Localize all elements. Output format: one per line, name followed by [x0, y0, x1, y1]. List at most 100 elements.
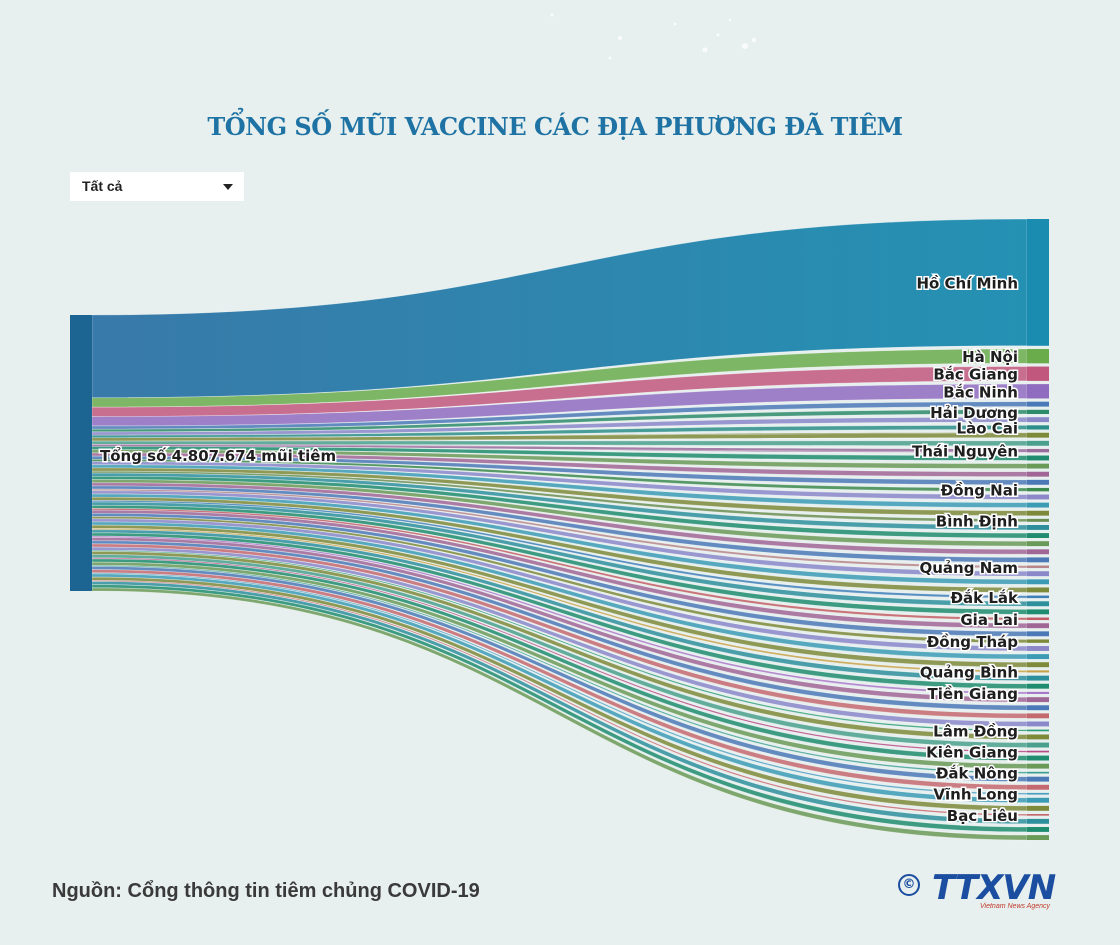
target-node[interactable]: [1027, 713, 1049, 719]
flow-link[interactable]: [91, 452, 1028, 477]
target-node[interactable]: [1027, 510, 1049, 516]
flow-link[interactable]: [91, 581, 1028, 825]
target-node[interactable]: [1027, 784, 1049, 790]
target-node[interactable]: [1027, 549, 1049, 555]
target-node[interactable]: [1027, 763, 1049, 769]
target-node[interactable]: [1027, 691, 1049, 694]
target-node[interactable]: [1027, 631, 1049, 637]
chevron-down-icon[interactable]: [223, 184, 233, 190]
target-node[interactable]: [1027, 417, 1049, 423]
flow-link[interactable]: [91, 500, 1028, 599]
target-node[interactable]: [1027, 425, 1049, 430]
target-node[interactable]: [1027, 455, 1049, 461]
target-node[interactable]: [1027, 797, 1049, 803]
region-filter-dropdown[interactable]: Tất cả: [70, 172, 244, 201]
flow-link[interactable]: [91, 543, 1028, 719]
target-node[interactable]: [1027, 826, 1049, 832]
target-node[interactable]: [1027, 533, 1049, 539]
target-node[interactable]: [1027, 623, 1049, 629]
flow-link[interactable]: [91, 579, 1028, 816]
target-node[interactable]: [1027, 401, 1049, 407]
flow-link[interactable]: [91, 366, 1028, 417]
target-node[interactable]: [1027, 525, 1049, 530]
target-node[interactable]: [1027, 409, 1049, 415]
flow-link[interactable]: [91, 440, 1028, 447]
flow-link[interactable]: [91, 546, 1028, 727]
target-node[interactable]: [1027, 734, 1049, 740]
flow-link[interactable]: [91, 521, 1028, 660]
target-label: Quảng Nam: [920, 559, 1019, 577]
target-node[interactable]: [1027, 440, 1049, 446]
flow-link[interactable]: [91, 446, 1028, 461]
flow-link[interactable]: [91, 558, 1028, 761]
target-node[interactable]: [1027, 639, 1049, 643]
target-node[interactable]: [1027, 662, 1049, 668]
flow-link[interactable]: [91, 479, 1028, 547]
target-node[interactable]: [1027, 670, 1049, 673]
target-node[interactable]: [1027, 448, 1049, 453]
target-node[interactable]: [1027, 654, 1049, 660]
flow-link[interactable]: [91, 561, 1028, 769]
target-label: Bình Định: [936, 512, 1018, 530]
flow-link[interactable]: [91, 557, 1028, 753]
target-node[interactable]: [1027, 557, 1049, 563]
source-note: Nguồn: Cổng thông tin tiêm chủng COVID-1…: [52, 880, 480, 902]
target-node[interactable]: [1027, 494, 1049, 500]
target-node[interactable]: [1027, 579, 1049, 585]
target-node[interactable]: [1027, 571, 1049, 577]
target-node[interactable]: [1027, 705, 1049, 711]
target-node[interactable]: [1027, 609, 1049, 615]
flow-link[interactable]: [91, 527, 1028, 673]
target-node[interactable]: [1027, 742, 1049, 748]
flow-link[interactable]: [91, 461, 1028, 500]
target-node[interactable]: [1027, 487, 1049, 492]
target-node[interactable]: [1027, 541, 1049, 547]
target-node[interactable]: [1027, 721, 1049, 727]
target-node[interactable]: [1027, 601, 1049, 607]
target-node[interactable]: [1027, 683, 1049, 689]
target-node[interactable]: [1027, 587, 1049, 593]
flow-link[interactable]: [91, 504, 1028, 615]
target-node[interactable]: [1027, 755, 1049, 761]
target-node[interactable]: [1027, 818, 1049, 824]
flow-link[interactable]: [91, 569, 1028, 790]
target-node[interactable]: [1027, 219, 1049, 346]
flow-link[interactable]: [91, 459, 1028, 492]
target-node[interactable]: [1027, 595, 1049, 599]
target-node[interactable]: [1027, 384, 1049, 399]
flow-link[interactable]: [91, 475, 1028, 539]
flow-link[interactable]: [91, 512, 1028, 637]
source-node[interactable]: [70, 315, 92, 591]
target-node[interactable]: [1027, 771, 1049, 774]
flow-link[interactable]: [91, 493, 1028, 585]
target-node[interactable]: [1027, 463, 1049, 469]
target-node[interactable]: [1027, 565, 1049, 569]
target-node[interactable]: [1027, 750, 1049, 753]
flow-link[interactable]: [91, 449, 1028, 469]
flow-link[interactable]: [91, 524, 1028, 668]
target-node[interactable]: [1027, 479, 1049, 485]
target-node[interactable]: [1027, 366, 1049, 381]
target-node[interactable]: [1027, 776, 1049, 782]
target-node[interactable]: [1027, 518, 1049, 522]
target-node[interactable]: [1027, 432, 1049, 438]
target-node[interactable]: [1027, 813, 1049, 816]
flow-link[interactable]: [91, 501, 1028, 607]
target-node[interactable]: [1027, 792, 1049, 795]
target-node[interactable]: [1027, 729, 1049, 732]
flow-link[interactable]: [91, 584, 1028, 833]
target-node[interactable]: [1027, 835, 1049, 840]
target-node[interactable]: [1027, 471, 1049, 477]
flow-link[interactable]: [91, 490, 1028, 577]
flow-link[interactable]: [91, 509, 1028, 629]
flow-link[interactable]: [91, 518, 1028, 652]
target-node[interactable]: [1027, 805, 1049, 811]
target-node[interactable]: [1027, 502, 1049, 508]
target-node[interactable]: [1027, 646, 1049, 651]
target-node[interactable]: [1027, 617, 1049, 621]
target-node[interactable]: [1027, 697, 1049, 703]
target-node[interactable]: [1027, 348, 1049, 364]
flow-link[interactable]: [91, 482, 1028, 555]
flow-link[interactable]: [91, 488, 1028, 569]
target-node[interactable]: [1027, 675, 1049, 681]
